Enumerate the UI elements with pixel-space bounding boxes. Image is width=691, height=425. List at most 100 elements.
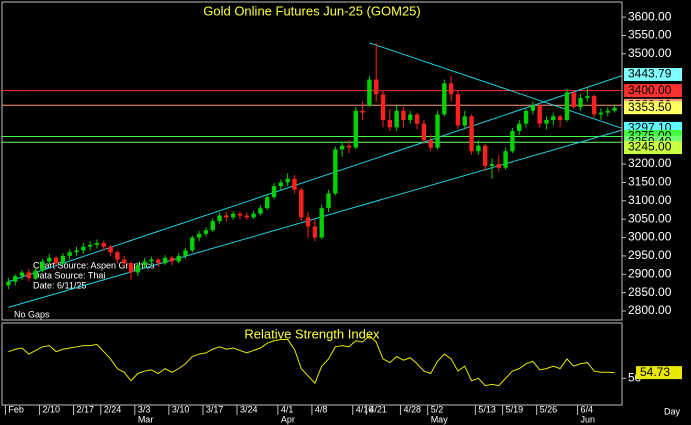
- candle-body: [448, 83, 454, 95]
- candle-body: [251, 213, 256, 218]
- rsi-value-box: [636, 366, 682, 380]
- x-tick-label: 3/10: [172, 404, 190, 414]
- candle-body: [305, 217, 311, 227]
- candle-body: [367, 79, 372, 106]
- candle-body: [33, 270, 38, 278]
- candle-body: [196, 233, 202, 238]
- rsi-title: Relative Strength Index: [244, 326, 380, 341]
- candle-body: [394, 110, 399, 128]
- candle-body: [190, 237, 195, 251]
- candle-body: [94, 243, 100, 245]
- candle-body: [605, 110, 610, 113]
- x-tick-label: 4/1: [281, 404, 294, 414]
- candle-body: [455, 94, 461, 126]
- candle-body: [108, 246, 113, 253]
- candle-body: [115, 252, 120, 260]
- candle-body: [537, 105, 542, 124]
- candle-body: [162, 257, 168, 264]
- candle-body: [265, 197, 270, 209]
- candle-body: [551, 116, 556, 120]
- candle-body: [442, 83, 447, 115]
- candle-body: [6, 281, 11, 286]
- x-tick-label: 4/28: [403, 404, 421, 414]
- x-tick-label: 5/26: [540, 404, 558, 414]
- x-tick-label: 2/10: [42, 404, 60, 414]
- candle-body: [128, 263, 134, 273]
- x-tick-label: Feb: [8, 404, 24, 414]
- source-note: Chart Source: Aspen Graphics: [33, 260, 155, 270]
- candle-body: [374, 79, 379, 95]
- candle-body: [169, 257, 175, 262]
- candle-body: [421, 123, 427, 141]
- candle-body: [101, 243, 106, 247]
- candle-body: [428, 140, 433, 148]
- candle-body: [571, 92, 576, 108]
- candle-body: [237, 213, 243, 216]
- chart-title: Gold Online Futures Jun-25 (GOM25): [203, 3, 420, 18]
- candle-body: [414, 114, 420, 124]
- level-box: [624, 68, 682, 82]
- candle-body: [380, 94, 386, 120]
- x-tick-label: 3/3: [138, 404, 151, 414]
- candle-body: [353, 110, 358, 148]
- candle-body: [360, 110, 365, 113]
- candle-body: [585, 96, 590, 98]
- x-tick-label: 5/19: [506, 404, 524, 414]
- x-tick-label: 2/24: [104, 404, 122, 414]
- candle-body: [230, 213, 236, 218]
- candle-body: [496, 164, 502, 168]
- candle-body: [598, 112, 604, 115]
- candle-body: [517, 123, 522, 132]
- candle-body: [67, 252, 72, 256]
- candle-body: [489, 164, 495, 166]
- candle-body: [578, 97, 583, 108]
- candle-body: [13, 276, 18, 282]
- source-note: Date: 6/11/25: [33, 280, 86, 290]
- candle-body: [319, 208, 324, 238]
- candle-body: [183, 250, 188, 256]
- x-tick-label: 5/2: [431, 404, 444, 414]
- candle-body: [408, 114, 413, 120]
- candle-body: [299, 189, 304, 218]
- rsi-line: [8, 335, 615, 387]
- candle-body: [149, 259, 154, 262]
- candle-body: [326, 193, 331, 209]
- trendline: [8, 129, 622, 308]
- x-tick-label: 5/13: [478, 404, 496, 414]
- candle-body: [312, 226, 318, 238]
- candle-body: [339, 145, 345, 150]
- candle-body: [435, 114, 440, 148]
- candle-body: [544, 119, 549, 124]
- y-tick-label: 3050.00: [628, 211, 672, 225]
- candle-body: [217, 215, 222, 222]
- y-tick-label: 3500.00: [628, 46, 672, 60]
- level-box: [624, 101, 682, 115]
- month-label: Mar: [138, 414, 154, 424]
- candle-body: [333, 149, 338, 194]
- candle-body: [278, 182, 284, 187]
- candle-body: [285, 178, 290, 183]
- candle-body: [503, 151, 508, 168]
- x-tick-label: 4/8: [315, 404, 328, 414]
- x-tick-label: 3/24: [240, 404, 258, 414]
- candle-body: [53, 257, 59, 264]
- x-tick-label: 6/4: [581, 404, 594, 414]
- y-tick-label: 3600.00: [628, 9, 672, 23]
- candle-body: [47, 257, 52, 262]
- y-tick-label: 3200.00: [628, 156, 672, 170]
- candle-body: [387, 119, 393, 128]
- y-tick-label: 2950.00: [628, 248, 672, 262]
- candle-body: [271, 186, 277, 198]
- candle-body: [557, 116, 563, 120]
- x-tick-label: 3/17: [206, 404, 224, 414]
- y-tick-label: 2900.00: [628, 266, 672, 280]
- candle-body: [591, 96, 597, 115]
- candle-body: [81, 246, 86, 251]
- candle-body: [476, 145, 481, 152]
- candle-body: [176, 255, 181, 262]
- month-label: Apr: [281, 414, 295, 424]
- candle-body: [210, 221, 215, 231]
- candle-body: [224, 215, 229, 218]
- candle-body: [346, 145, 352, 148]
